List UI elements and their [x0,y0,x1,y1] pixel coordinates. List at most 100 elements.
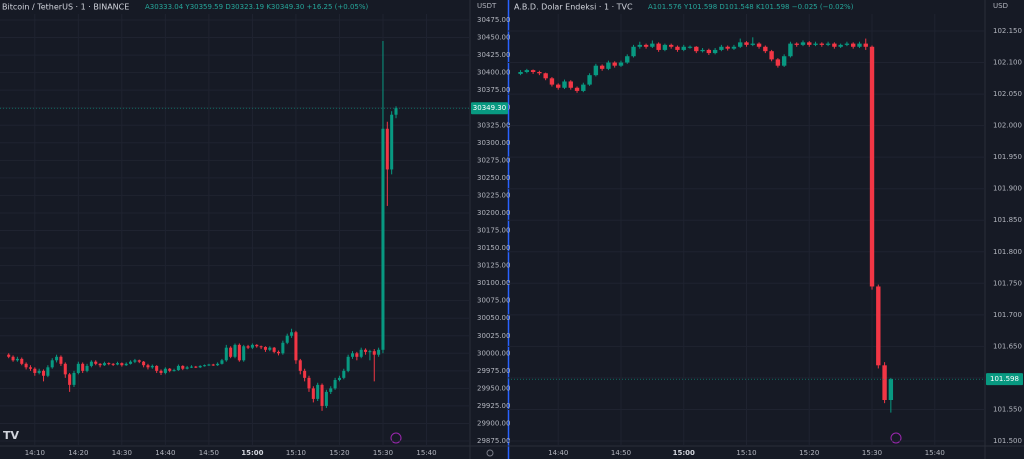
y-tick-label: 102.050 [993,90,1022,98]
y-tick-label: 30125.00 [477,262,510,270]
candle-body [229,347,233,357]
settings-icon[interactable] [486,449,494,457]
candle-body [675,46,680,50]
candle-body [194,366,198,368]
y-tick-label: 102.150 [993,27,1022,35]
candle-body [650,43,655,47]
candle-body [807,42,812,45]
candle-body [81,363,85,371]
candle-body [574,87,580,91]
y-tick-label: 29875.00 [477,437,510,445]
y-tick-label: 30225.00 [477,191,510,199]
candle-body [562,81,567,88]
candle-body [882,365,887,400]
candle-body [800,42,806,45]
candle-body [618,62,624,66]
candle-body [298,360,302,371]
x-tick-label: 15:40 [416,449,436,457]
candle-body [518,72,523,74]
candle-body [863,43,868,47]
candle-body [844,43,850,45]
candle-body [85,365,89,371]
y-tick-label: 30425.00 [477,51,510,59]
y-tick-label: 30450.00 [477,34,510,42]
candle-body [124,363,128,366]
x-tick-label: 15:20 [799,449,819,457]
candle-body [377,349,381,355]
y-tick-label: 30325.00 [477,121,510,129]
candle-body [233,344,237,357]
candle-body [255,344,259,347]
candle-body [268,347,272,350]
y-tick-label: 101.800 [993,248,1022,256]
x-tick-label: 14:10 [25,449,45,457]
candle-body [599,65,605,69]
candle-body [55,356,59,361]
y-tick-label: 101.500 [993,437,1022,445]
candle-body [46,367,50,376]
candle-body [216,363,220,366]
y-tick-label: 101.900 [993,185,1022,193]
candle-body [631,46,636,57]
candle-body [888,379,894,400]
candle-body [185,367,189,369]
candle-body [7,354,11,357]
candle-body [637,44,642,47]
candle-body [750,43,755,45]
candle-body [133,360,137,362]
candle-body [612,62,617,66]
candle-body [832,43,837,47]
candle-body [246,346,250,348]
candle-body [694,46,699,52]
candle-body [307,377,311,389]
candle-body [320,384,324,406]
candle-body [625,56,630,63]
candle-body [869,46,875,287]
candle-body [876,286,881,366]
candle-body [263,346,267,350]
x-tick-label: 15:00 [673,449,695,457]
candle-body [89,361,93,366]
event-icon[interactable] [390,432,402,444]
candle-body [329,388,333,392]
y-tick-label: 101.750 [993,279,1022,287]
candle-body [281,342,285,354]
candle-body [355,353,359,357]
y-tick-label: 30050.00 [477,314,510,322]
candle-body [581,84,586,91]
last-price-label: 101.598 [990,375,1019,383]
y-tick-label: 29975.00 [477,367,510,375]
candle-body [37,370,41,373]
candle-body [756,43,762,47]
y-tick-label: 30150.00 [477,244,510,252]
x-tick-label: 15:30 [862,449,882,457]
candle-body [28,367,32,369]
candle-body [250,344,254,348]
candle-body [385,128,389,170]
candle-body [59,356,63,364]
candle-body [368,351,372,353]
x-tick-label: 14:30 [112,449,132,457]
candle-body [662,44,668,50]
candle-body [20,358,24,364]
x-tick-label: 15:30 [373,449,393,457]
candle-body [813,43,818,45]
candle-body [543,73,548,79]
candle-body [364,349,368,352]
candle-body [189,366,194,368]
candle-body [94,361,98,364]
y-tick-label: 29925.00 [477,402,510,410]
x-tick-label: 15:10 [736,449,756,457]
candle-body [294,332,298,361]
y-tick-label: 102.000 [993,122,1022,130]
event-icon[interactable] [890,432,902,444]
candle-body [738,42,743,47]
candle-body [142,361,146,366]
ohlc-legend: A30333.04 Y30359.59 D30323.19 K30349.30 … [145,3,369,11]
y-tick-label: 30000.00 [477,349,510,357]
candle-body [725,46,730,49]
candle-body [681,46,686,50]
candle-body [242,346,246,361]
candle-body [41,370,46,376]
x-tick-label: 14:40 [548,449,568,457]
